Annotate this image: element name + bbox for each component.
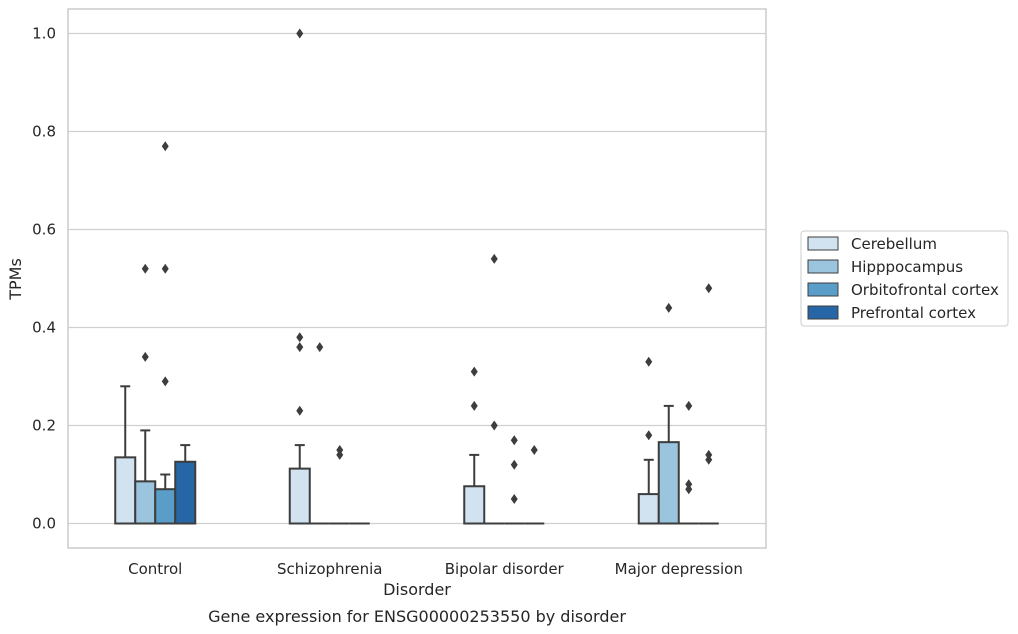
- box-body: [134, 480, 157, 525]
- outlier-point: [490, 253, 498, 264]
- outlier-point: [645, 430, 653, 441]
- outlier-point: [705, 283, 713, 294]
- y-tick-label: 0.6: [32, 221, 56, 239]
- outlier-point: [490, 420, 498, 431]
- box-body: [154, 488, 177, 525]
- box-0-2: [463, 453, 486, 525]
- y-tick-label: 1.0: [32, 25, 56, 43]
- legend-swatch: [807, 282, 839, 297]
- outlier-point: [141, 263, 149, 274]
- x-tick-label: Major depression: [615, 560, 743, 578]
- outlier-point: [685, 400, 693, 411]
- legend-swatch: [807, 236, 839, 251]
- box-body: [174, 460, 197, 525]
- legend-swatch: [807, 305, 839, 320]
- box-body: [637, 493, 660, 525]
- outlier-point: [685, 484, 693, 495]
- box-body: [114, 456, 137, 525]
- x-tick-label: Schizophrenia: [277, 560, 382, 578]
- outlier-point: [161, 263, 169, 274]
- box-0-1: [288, 444, 311, 525]
- outlier-point: [510, 459, 518, 470]
- legend: Cerebellum Hipppocampus Orbitofrontal cort…: [800, 230, 1009, 327]
- x-tick-label: Control: [128, 560, 182, 578]
- outlier-point: [161, 141, 169, 152]
- outlier-point: [510, 435, 518, 446]
- box-groups: [114, 385, 719, 525]
- box-0-3: [637, 458, 660, 525]
- box-body: [288, 467, 311, 525]
- outlier-point: [141, 351, 149, 362]
- box-body: [463, 485, 486, 525]
- outlier-point: [645, 356, 653, 367]
- outlier-point: [296, 342, 304, 353]
- outlier-point: [530, 445, 538, 455]
- legend-swatch: [807, 259, 839, 274]
- box-3-0: [174, 444, 197, 525]
- outlier-point: [296, 28, 304, 39]
- outlier-point: [665, 302, 673, 313]
- box-1-3: [657, 404, 680, 525]
- x-tick-labels: Control Schizophrenia Bipolar disorder Majo…: [128, 560, 743, 578]
- outlier-point: [296, 332, 304, 343]
- legend-label: Hipppocampus: [851, 258, 963, 276]
- plot-frame: [67, 8, 767, 549]
- outlier-point: [161, 376, 169, 387]
- y-tick-label: 0.0: [32, 515, 56, 533]
- outlier-point: [470, 366, 478, 377]
- outlier-point: [296, 405, 304, 416]
- outlier-point: [705, 454, 713, 465]
- legend-label: Cerebellum: [851, 235, 937, 253]
- y-tick-label: 0.4: [32, 319, 56, 337]
- x-axis-label: Disorder: [383, 580, 451, 599]
- legend-label: Prefrontal cortex: [851, 304, 976, 322]
- chart-caption: Gene expression for ENSG00000253550 by d…: [208, 607, 626, 626]
- outlier-point: [470, 400, 478, 411]
- y-tick-label: 0.8: [32, 123, 56, 141]
- outlier-point: [510, 494, 518, 504]
- outlier-points: [141, 28, 713, 504]
- y-axis-label: TPMs: [6, 258, 25, 301]
- legend-label: Orbitofrontal cortex: [851, 281, 999, 299]
- outlier-point: [336, 449, 344, 460]
- y-tick-label: 0.2: [32, 417, 56, 435]
- y-tick-labels: 0.0 0.2 0.4 0.6 0.8 1.0: [32, 25, 56, 533]
- outlier-point: [316, 342, 324, 353]
- box-body: [657, 441, 680, 525]
- x-tick-label: Bipolar disorder: [445, 560, 565, 578]
- legend-frame: [800, 230, 1009, 327]
- box-0-0: [114, 385, 137, 525]
